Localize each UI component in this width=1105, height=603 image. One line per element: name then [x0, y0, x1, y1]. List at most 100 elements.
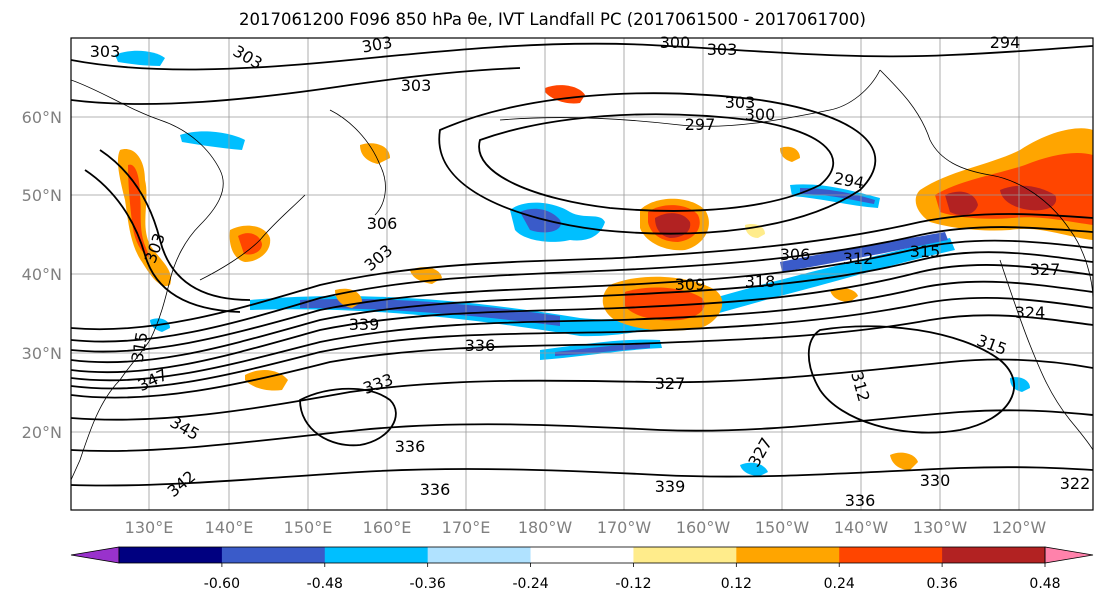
contour-line: [71, 280, 1093, 382]
lon-label: 140°E: [205, 518, 254, 537]
lon-label: 140°W: [834, 518, 889, 537]
neg-blob-north-core: [520, 208, 561, 233]
contour-label: 336: [420, 480, 451, 499]
contour-label: 336: [395, 437, 426, 456]
contour-line: [71, 251, 1093, 364]
contours: [71, 42, 1093, 487]
contour-line: [99, 149, 251, 301]
map-frame: [70, 37, 1094, 511]
lon-label: 150°W: [755, 518, 810, 537]
pos-blob-north-core: [655, 213, 691, 238]
colorbar-segment: [839, 547, 943, 563]
colorbar-segment: [530, 547, 634, 563]
colorbar-extend-max: [1044, 546, 1094, 564]
neg-band-east-core: [780, 232, 948, 272]
contour-line: [71, 358, 1093, 421]
contour-label: 330: [920, 471, 951, 490]
colorbar-tick-label: -0.36: [410, 576, 446, 592]
contour-label: 339: [655, 477, 686, 496]
lat-label: 50°N: [22, 186, 62, 205]
colorbar-segment: [324, 547, 429, 563]
coast-aleutians: [499, 69, 881, 127]
lon-label: 170°E: [442, 518, 491, 537]
contour-line: [84, 169, 241, 313]
colorbar-segment: [427, 547, 532, 563]
contour-label: 315: [910, 242, 941, 261]
pos-blob-japan-core: [238, 233, 262, 255]
contour-label: 336: [465, 336, 496, 355]
colorbar-tick-label: 0.12: [721, 576, 752, 592]
contour-line: [71, 239, 1093, 353]
contour-label: 303: [707, 40, 738, 59]
lon-label: 130°E: [125, 518, 174, 537]
lon-label: 170°W: [597, 518, 652, 537]
pos-blob-se: [890, 452, 918, 470]
contour-line: [71, 296, 1093, 390]
coast-kamchatka: [329, 109, 386, 216]
contour-label: 324: [1015, 303, 1046, 322]
contour-label: 322: [1060, 474, 1091, 493]
colorbar-extend-min: [70, 546, 120, 564]
coast-japan: [199, 194, 306, 281]
colorbar-tick-label: 0.48: [1029, 576, 1060, 592]
lon-label: 120°W: [992, 518, 1047, 537]
contour-label: 309: [675, 275, 706, 294]
colorbar-segment: [119, 547, 223, 563]
pos-blob-west-core: [128, 164, 150, 258]
contour-label: 300: [745, 105, 776, 124]
contour-label: 303: [401, 76, 432, 95]
pos-blob-jet-core: [625, 287, 705, 321]
contour-label: 303: [725, 93, 756, 112]
neg-blob-mid-core: [800, 188, 875, 204]
contour-line: [71, 226, 1093, 343]
gridlines: [71, 38, 1093, 510]
contour-label: 318: [745, 272, 776, 291]
colorbar: [70, 546, 1094, 564]
pos-blob-east2: [830, 288, 858, 302]
lat-label: 30°N: [22, 344, 62, 363]
lon-label: 150°E: [284, 518, 333, 537]
contour-label: 312: [843, 249, 874, 268]
colorbar-tick-label: -0.12: [615, 576, 651, 592]
neg-spot-east: [1010, 377, 1030, 392]
pos-blob-east-core: [945, 191, 978, 216]
pos-blob-east-core2: [1000, 185, 1057, 211]
figure-title: 2017061200 F096 850 hPa θe, IVT Landfall…: [239, 10, 866, 29]
colorbar-segment: [942, 547, 1046, 563]
lon-label: 160°E: [363, 518, 412, 537]
lon-axis: 130°E 140°E 150°E 160°E 170°E 180°W 170°W 160°W…: [125, 518, 1047, 537]
colorbar-tick-label: -0.48: [307, 576, 343, 592]
contour-line: [71, 213, 1093, 331]
contour-label: 306: [367, 214, 398, 233]
colorbar-tick-label: 0.24: [824, 576, 855, 592]
contour-label: 327: [655, 374, 686, 393]
contour-line: [71, 67, 521, 105]
contour-line: [71, 314, 1093, 399]
contour-label: 339: [349, 315, 380, 334]
contour-line: [71, 264, 1093, 374]
lon-label: 160°W: [676, 518, 731, 537]
contour-line: [438, 92, 877, 235]
lat-label: 60°N: [22, 108, 62, 127]
lon-label: 130°W: [913, 518, 968, 537]
contour-line: [71, 42, 1093, 71]
neg-band-jet-core: [300, 299, 560, 326]
contour-label: 303: [90, 42, 121, 61]
coast-na-west: [999, 259, 1093, 451]
contour-label: 306: [780, 245, 811, 264]
colorbar-tick-label: -0.24: [512, 576, 548, 592]
colorbar-segment: [633, 547, 737, 563]
neg-spot-south: [740, 462, 768, 476]
contour-line: [807, 325, 1015, 434]
colorbar-tick-label: 0.36: [927, 576, 958, 592]
contour-label: 336: [845, 491, 876, 510]
contour-label: 294: [990, 33, 1021, 52]
contour-line: [299, 387, 397, 447]
contour-label: 300: [660, 33, 691, 52]
contour-label: 297: [685, 115, 716, 134]
contour-line: [71, 466, 1093, 487]
colorbar-segment: [736, 547, 840, 563]
colorbar-tick-label: -0.60: [204, 576, 240, 592]
lat-label: 20°N: [22, 423, 62, 442]
